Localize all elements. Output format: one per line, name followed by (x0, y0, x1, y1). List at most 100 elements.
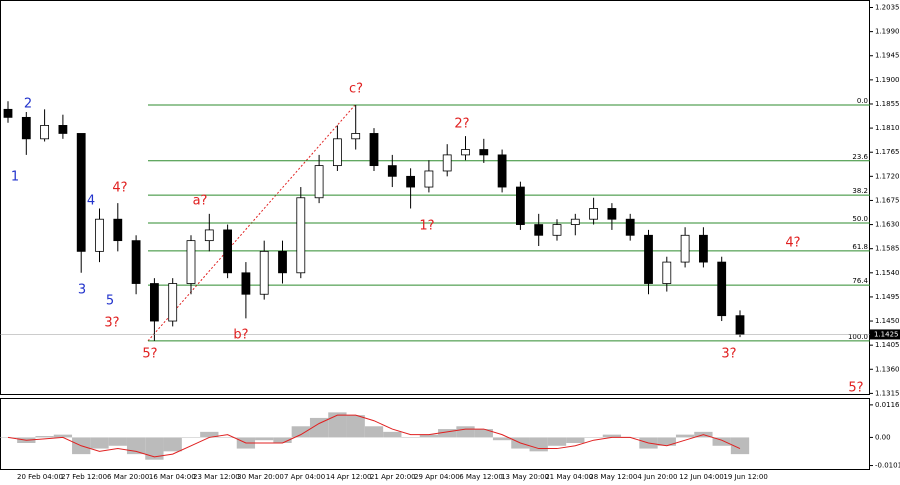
y-tick-label: 1.1450 (875, 317, 900, 325)
wave-label: 3? (721, 347, 736, 362)
x-tick-label: 19 Jun 12:00 (723, 473, 767, 481)
candle-body (406, 175, 416, 188)
osc-bar (90, 437, 109, 449)
candle-body (21, 116, 31, 140)
x-tick-label: 23 Mar 12:00 (193, 473, 240, 481)
candle-body (534, 224, 544, 236)
x-tick-label: 12 Jun 04:00 (679, 473, 723, 481)
wave-label: 2 (24, 97, 32, 112)
wave-label: c? (349, 82, 363, 97)
candle-body (314, 165, 324, 199)
candle-body (95, 218, 104, 252)
osc-bar (657, 437, 676, 446)
candle-body (204, 229, 214, 242)
x-tick-label: 27 Feb 12:00 (61, 473, 107, 481)
y-tick-label: 1.1315 (875, 389, 900, 397)
osc-bar (602, 434, 622, 438)
candle-body (259, 250, 269, 295)
wave-label: 4 (87, 194, 95, 209)
x-tick-label: 30 Mar 20:00 (237, 473, 284, 481)
candle-body (76, 133, 86, 252)
osc-bar (547, 437, 567, 446)
x-tick-label: 20 Feb 04:00 (17, 473, 63, 481)
osc-bar (419, 434, 439, 438)
x-tick-label: 16 Mar 04:00 (149, 473, 196, 481)
current-price-label: 1.1425 (874, 330, 899, 338)
osc-bar (675, 434, 695, 438)
y-tick-label: 0.01169 (875, 401, 900, 409)
wave-label: a? (193, 194, 208, 209)
candle-body (644, 234, 653, 284)
y-tick-label: 1.1630 (875, 221, 900, 229)
wave-label: 4? (785, 236, 800, 251)
candle-body (168, 283, 178, 322)
osc-bar (584, 437, 603, 438)
wave-label: 4? (112, 181, 127, 196)
wave-label: 5 (106, 294, 114, 309)
candle-body (296, 197, 306, 274)
fib-label: 76.4 (852, 277, 868, 285)
wave-label: 2? (454, 117, 469, 132)
y-tick-label: 1.1360 (875, 365, 900, 373)
x-tick-label: 21 Apr 20:00 (370, 473, 416, 481)
wave-label: 3? (104, 316, 119, 331)
fib-label: 38.2 (852, 187, 868, 195)
y-tick-label: 1.1585 (875, 245, 900, 253)
current-price-box (870, 329, 900, 340)
y-tick-label: 1.1945 (875, 52, 900, 60)
osc-bar (108, 437, 127, 446)
candle-body (369, 133, 379, 167)
y-tick-label: 1.1675 (875, 196, 900, 204)
y-tick-label: 0.00 (875, 433, 891, 441)
osc-bar (438, 429, 457, 438)
y-tick-label: 1.1855 (875, 100, 900, 108)
fib-label: 0.0 (857, 97, 868, 105)
y-tick-label: 1.1765 (875, 148, 900, 156)
candle-body (479, 149, 489, 156)
osc-bar (529, 437, 548, 452)
x-tick-label: 6 May 12:00 (459, 473, 503, 481)
osc-bar (364, 426, 384, 438)
candle-body (131, 240, 141, 284)
osc-bar (53, 434, 73, 438)
osc-bar (474, 429, 493, 438)
osc-bar (456, 426, 475, 438)
candle-body (278, 250, 287, 274)
candle-body (570, 218, 580, 225)
wave-label: 5? (848, 381, 863, 396)
oscillator-frame (0, 398, 870, 470)
y-tick-label: 1.1810 (875, 124, 900, 132)
price-frame (0, 0, 870, 395)
candle-body (424, 170, 434, 188)
wave-label: 1? (419, 219, 434, 234)
wave-label: b? (233, 328, 248, 343)
candle-body (589, 208, 598, 220)
wave-label: 5? (142, 347, 157, 362)
candle-body (387, 165, 397, 177)
candle-body (442, 154, 452, 172)
candle-body (607, 208, 617, 220)
signal-line (7, 414, 741, 458)
osc-bar (730, 437, 750, 455)
candle-body (58, 125, 68, 134)
candle-body (680, 234, 690, 263)
candle-body (625, 218, 635, 236)
osc-bar (35, 436, 54, 438)
osc-bar (346, 415, 365, 438)
wave-label: 3 (78, 283, 86, 298)
osc-bar (492, 437, 512, 441)
candle-body (461, 149, 470, 156)
wave-label: 1 (11, 170, 19, 185)
osc-bar (309, 417, 329, 438)
osc-bar (328, 412, 347, 438)
x-tick-label: 13 May 20:00 (501, 473, 549, 481)
osc-bar (712, 437, 731, 446)
candle-body (662, 261, 672, 284)
y-tick-label: 1.1540 (875, 269, 900, 277)
candle-body (3, 108, 13, 118)
candle-body (149, 283, 159, 322)
x-tick-label: 4 Jun 20:00 (637, 473, 677, 481)
x-tick-label: 14 Apr 12:00 (326, 473, 372, 481)
osc-bar (255, 437, 274, 441)
